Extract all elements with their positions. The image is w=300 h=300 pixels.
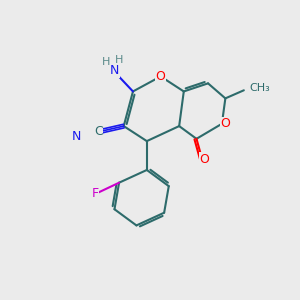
Text: O: O — [156, 70, 166, 83]
Text: O: O — [200, 153, 209, 166]
Text: CH₃: CH₃ — [250, 83, 270, 93]
Text: H: H — [101, 57, 110, 67]
Text: F: F — [91, 187, 98, 200]
Text: C: C — [94, 125, 103, 138]
Text: H: H — [115, 55, 123, 65]
Text: N: N — [110, 64, 119, 77]
Text: N: N — [72, 130, 81, 143]
Text: O: O — [220, 117, 230, 130]
